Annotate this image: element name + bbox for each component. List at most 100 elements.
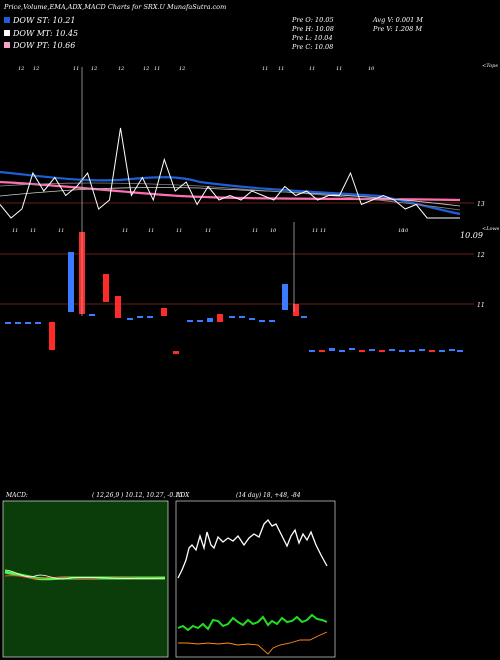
top-mark: 11	[309, 66, 315, 72]
candle	[389, 349, 395, 351]
candle	[282, 284, 288, 310]
candle	[439, 350, 445, 352]
candle	[359, 350, 365, 352]
adx-label: ADX	[175, 492, 190, 499]
candle	[319, 350, 325, 352]
candle	[217, 314, 223, 322]
candle	[339, 350, 345, 352]
top-mark: 11	[154, 66, 160, 72]
low-mark: 11	[252, 228, 258, 234]
top-mark: 10	[368, 66, 375, 72]
low-mark: 11	[12, 228, 18, 234]
candle	[239, 316, 245, 318]
prev-volume: Pre V: 1.208 M	[372, 25, 422, 33]
candle	[137, 316, 143, 318]
low-mark: 11	[312, 228, 318, 234]
low-mark: 10	[270, 228, 277, 234]
low-mark: 11	[122, 228, 128, 234]
candle	[379, 350, 385, 352]
top-marks: 12 12 11 12 12 12 11 12 11 11 11 11 10	[18, 66, 375, 72]
candle	[457, 350, 463, 352]
candle	[103, 274, 109, 302]
candle	[197, 320, 203, 322]
candle	[35, 322, 41, 324]
prev-open: Pre O: 10.05	[291, 16, 334, 24]
prev-low: Pre L: 10.04	[291, 34, 333, 42]
candle	[293, 304, 299, 316]
candle	[229, 316, 235, 318]
top-mark: 11	[73, 66, 79, 72]
low-mark: 11	[176, 228, 182, 234]
candle	[399, 350, 405, 352]
ema-mid-line	[0, 187, 461, 207]
candle	[419, 349, 425, 351]
low-mark: 11	[148, 228, 154, 234]
candle	[259, 320, 265, 322]
top-mark: 12	[118, 66, 124, 72]
candle	[49, 322, 55, 350]
candle	[349, 348, 355, 350]
top-mark: 11	[262, 66, 268, 72]
candle	[68, 252, 74, 312]
candle	[147, 316, 153, 318]
top-mark: 12	[143, 66, 149, 72]
top-mark: 11	[278, 66, 284, 72]
adx-params: (14 day) 18, +48, -84	[236, 492, 301, 499]
adx-panel	[175, 500, 336, 658]
top-mark: 12	[91, 66, 97, 72]
top-mark: 12	[179, 66, 185, 72]
low-mark: 11	[58, 228, 64, 234]
y-tick-12: 12	[477, 252, 485, 259]
candle	[309, 350, 315, 352]
ema-long-line	[0, 182, 461, 211]
candle	[15, 322, 21, 324]
candle	[329, 348, 335, 351]
macd-params: ( 12,26,9 ) 10.12, 10.27, -0.15	[92, 492, 183, 499]
price-line	[0, 127, 460, 219]
candles	[5, 232, 463, 354]
top-mark: 12	[33, 66, 39, 72]
candle	[25, 322, 31, 324]
top-mark: 11	[336, 66, 342, 72]
dow-st-swatch	[4, 17, 10, 23]
low-mark: 11	[320, 228, 326, 234]
candle	[187, 320, 193, 322]
macd-signal-line	[4, 575, 166, 580]
macd-label: MACD:	[5, 492, 28, 499]
dow-st-label: DOW ST: 10.21	[12, 16, 75, 25]
candle	[207, 318, 213, 322]
candle	[409, 350, 415, 352]
candle	[161, 308, 167, 316]
last-price-label: 10.09	[460, 231, 483, 240]
avg-volume: Avg V: 0.001 M	[372, 16, 423, 24]
low-mark: 10	[402, 228, 409, 234]
lows-label: <Lows	[482, 226, 500, 232]
candle	[249, 318, 255, 320]
candle	[89, 314, 95, 316]
tops-label: <Tops	[482, 63, 498, 69]
chart-title: Price,Volume,EMA,ADX,MACD Charts for SRX…	[3, 3, 226, 11]
low-mark: 10	[398, 228, 405, 234]
dow-mt-label: DOW MT: 10.45	[12, 29, 78, 38]
candle	[127, 318, 133, 320]
adx-minus-di-line	[178, 631, 328, 655]
adx-dx-line	[177, 518, 328, 579]
candle	[5, 322, 11, 324]
dow-pt-swatch	[4, 42, 10, 48]
candle	[369, 349, 375, 351]
macd-line	[4, 569, 166, 580]
prev-high: Pre H: 10.08	[291, 25, 334, 33]
candle	[449, 349, 455, 351]
candle	[269, 320, 275, 322]
low-mark: 11	[30, 228, 36, 234]
dow-pt-label: DOW PT: 10.66	[12, 41, 75, 50]
candle	[301, 316, 307, 318]
candle	[429, 350, 435, 352]
ema-fast-line	[0, 170, 461, 216]
y-tick-11: 11	[477, 302, 485, 309]
candle	[115, 296, 121, 318]
y-tick-13: 13	[477, 201, 485, 208]
adx-plus-di-line	[177, 613, 328, 632]
